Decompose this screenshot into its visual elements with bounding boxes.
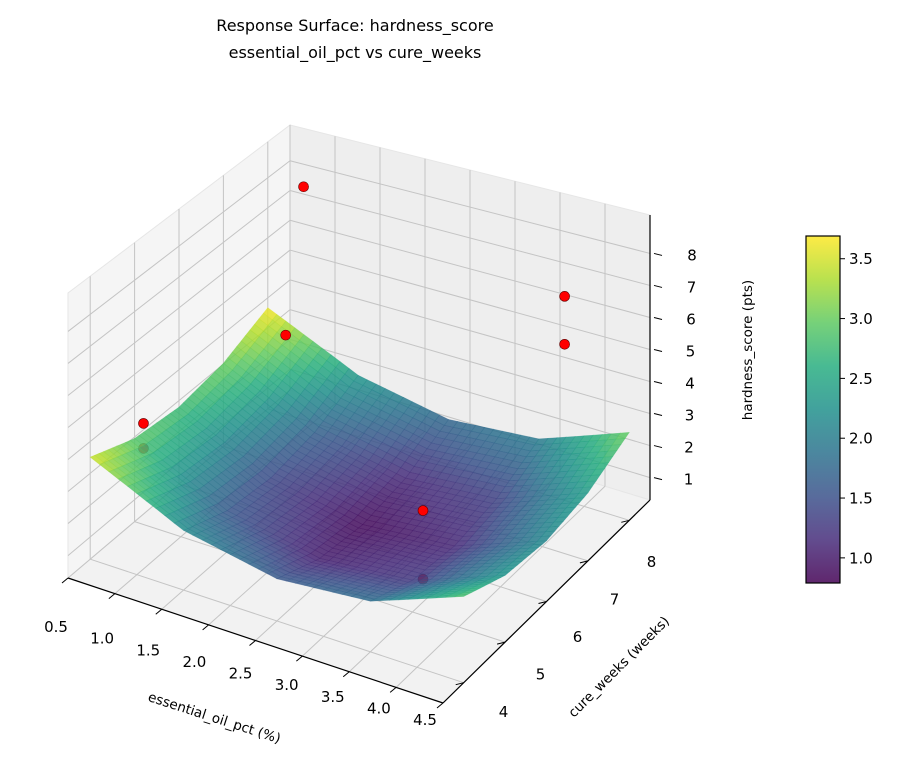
scatter-point [559,338,570,350]
left-gridline-z [67,190,291,364]
x-tick [436,702,444,709]
x-tick [61,577,69,584]
y-tick-label: 6 [573,628,583,646]
y-tick [455,682,464,686]
y-tick-label: 7 [610,590,620,608]
scatter-point [280,329,292,341]
x-tick [249,640,256,646]
z-tick-label: 7 [687,278,697,296]
z-tick [653,252,663,256]
left-gridline-z [67,249,291,428]
y-tick-label: 5 [536,666,546,684]
axes: 0.5 1.0 1.5 2.0 2.5 3.0 3.5 4.0 4.5 4 5 6 7 8 1 2 3 4 5 6 7 8 [44,215,697,729]
z-tick [653,349,663,352]
x-tick-label: 2.0 [182,653,206,671]
back-gridline-z [289,338,651,447]
x-tick [296,655,303,662]
y-tick-label: 4 [499,703,509,721]
z-tick-label: 4 [685,375,695,393]
z-tick [653,477,663,481]
scatter-point [559,291,570,302]
z-tick-label: 5 [686,342,696,360]
colorbar-tick-label: 1.5 [849,490,873,508]
z-tick-label: 3 [685,407,695,425]
back-gridline-z [289,249,651,350]
left-gridline-z [67,279,291,460]
x-tick-label: 3.0 [275,676,299,694]
z-tick-label: 8 [687,246,697,264]
z-tick [653,413,663,417]
back-gridline-z [289,309,651,415]
z-tick-label: 2 [684,439,694,457]
z-tick [653,381,663,385]
x-tick [342,671,350,678]
x-tick [108,593,116,600]
x-tick-label: 4.0 [367,699,391,717]
colorbar: 1.0 1.5 2.0 2.5 3.0 3.5 [805,235,873,584]
scatter-points [138,181,570,516]
response-surface [89,307,630,602]
z-axis-label: hardness_score (pts) [740,280,756,420]
left-gridline-z [67,160,291,332]
surface-facet [454,594,468,598]
x-tick-label: 0.5 [44,618,68,636]
colorbar-gradient [805,235,841,584]
z-tick [653,284,663,288]
z-tick [653,316,663,320]
x-tick-label: 2.5 [229,665,253,683]
back-gridline-z [289,190,651,286]
back-gridline-z [289,160,651,254]
chart-title: Response Surface: hardness_score [216,16,493,36]
z-tick [653,445,663,449]
y-tick [621,519,630,523]
back-gridline-z [289,279,651,382]
scatter-point [138,418,149,429]
floor-gridline-y [90,558,464,684]
y-tick [496,641,506,645]
z-tick-label: 6 [686,310,696,328]
y-tick [538,601,547,604]
x-tick [389,686,397,693]
x-tick [155,608,163,615]
left-gridline-z [67,219,291,396]
colorbar-tick-label: 3.5 [849,250,873,268]
colorbar-tick-label: 1.0 [849,549,873,567]
x-tick-label: 3.5 [321,688,345,706]
scatter-point [417,505,429,516]
x-tick-label: 1.0 [90,630,114,648]
y-tick-label: 8 [647,553,657,571]
x-tick-label: 1.5 [136,641,160,659]
colorbar-tick-label: 3.0 [849,310,873,328]
colorbar-tick-label: 2.0 [849,430,873,448]
scatter-point [298,181,309,193]
z-tick-label: 1 [684,471,694,489]
x-tick [202,624,209,631]
x-axis-label: essential_oil_pct (%) [146,689,283,747]
x-tick-label: 4.5 [413,711,437,729]
y-tick [579,560,589,564]
back-gridline-z [289,219,651,318]
colorbar-tick-label: 2.5 [849,370,873,388]
chart-subtitle: essential_oil_pct vs cure_weeks [229,43,482,63]
